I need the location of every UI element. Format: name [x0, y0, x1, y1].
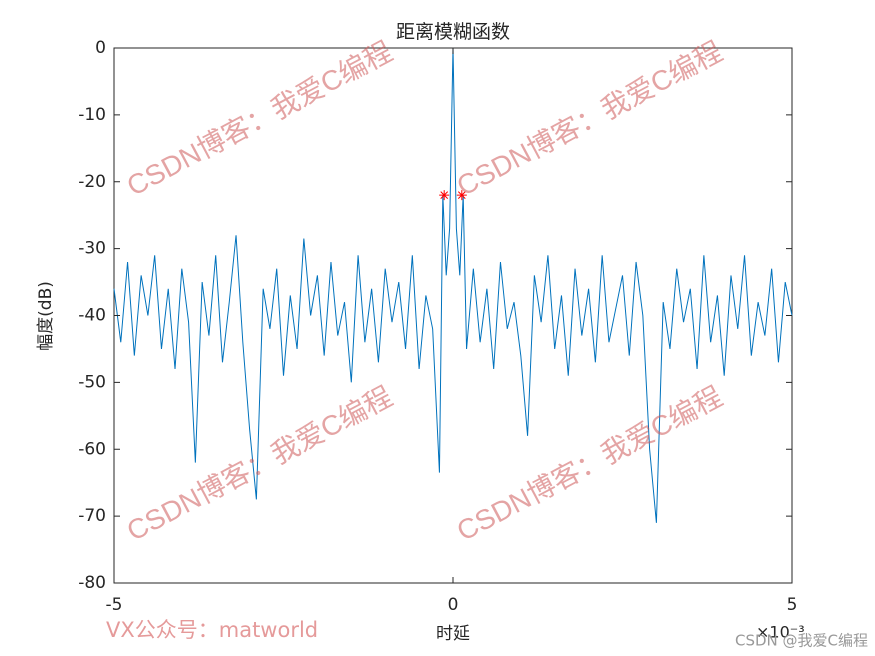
y-tick-label: -40	[78, 306, 106, 326]
y-tick-label: -20	[78, 172, 106, 192]
footer-credit: CSDN @我爱C编程	[735, 632, 868, 650]
y-tick-label: -80	[78, 573, 106, 593]
data-marker	[439, 190, 450, 201]
x-exponent-label: ×10⁻³	[756, 623, 805, 642]
y-axis-label: 幅度(dB)	[36, 281, 56, 351]
x-tick-label: -5	[106, 595, 123, 615]
y-tick-label: -10	[78, 105, 106, 125]
footer-watermark: VX公众号：matworld	[106, 618, 318, 642]
data-marker	[456, 190, 467, 201]
y-tick-label: -50	[78, 372, 106, 392]
y-tick-label: -30	[78, 239, 106, 259]
x-axis-label: 时延	[436, 624, 470, 644]
y-tick-label: -70	[78, 506, 106, 526]
axes-box	[113, 47, 793, 584]
y-tick-label: 0	[95, 38, 106, 58]
y-tick-label: -60	[78, 439, 106, 459]
x-tick-label: 0	[448, 595, 459, 615]
chart-title: 距离模糊函数	[396, 21, 510, 43]
x-tick-label: 5	[787, 595, 798, 615]
